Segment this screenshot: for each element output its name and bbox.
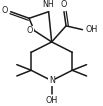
Text: O: O xyxy=(61,0,67,9)
Text: O: O xyxy=(2,6,8,15)
Text: OH: OH xyxy=(86,25,98,34)
Text: N: N xyxy=(49,76,55,85)
Text: O: O xyxy=(27,26,33,35)
Text: OH: OH xyxy=(46,96,58,105)
Text: NH: NH xyxy=(43,0,54,9)
